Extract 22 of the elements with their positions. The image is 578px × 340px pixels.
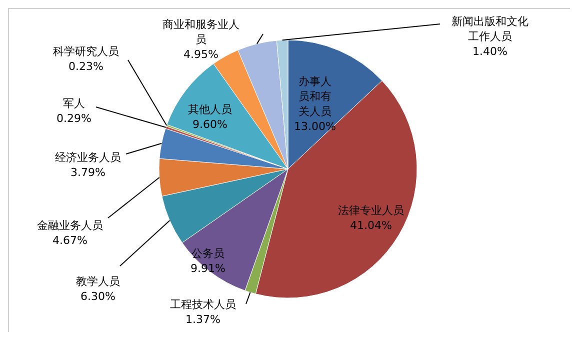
data-label: 3.79% bbox=[70, 166, 106, 179]
slice-label: 教学人员 bbox=[76, 275, 120, 288]
slice-label: 经济业务人员 bbox=[55, 151, 121, 164]
slice-label: 科学研究人员 bbox=[53, 45, 119, 58]
data-label: 41.04% bbox=[350, 219, 392, 232]
slice-label: 其他人员 bbox=[188, 103, 232, 116]
slice-label: 公务员 bbox=[192, 247, 224, 260]
data-label: 4.67% bbox=[52, 234, 88, 247]
data-label: 4.95% bbox=[184, 48, 218, 61]
slice-label: 军人 bbox=[63, 97, 85, 110]
slice-label: 金融业务人员 bbox=[37, 219, 103, 232]
data-label: 6.30% bbox=[80, 290, 116, 303]
data-label: 0.23% bbox=[68, 60, 104, 73]
data-label: 1.37% bbox=[186, 313, 220, 326]
slice-label: 新闻出版和文化工作人员 bbox=[452, 15, 528, 43]
slice-label: 商业和服务业人员 bbox=[162, 18, 240, 46]
slice-label: 法律专业人员 bbox=[338, 204, 404, 217]
slice-label: 办事人员和有关人员 bbox=[298, 75, 332, 118]
data-label: 1.40% bbox=[472, 45, 508, 58]
slice-label: 工程技术人员 bbox=[170, 298, 236, 311]
data-label: 0.29% bbox=[56, 112, 92, 125]
data-label: 9.60% bbox=[192, 118, 228, 131]
